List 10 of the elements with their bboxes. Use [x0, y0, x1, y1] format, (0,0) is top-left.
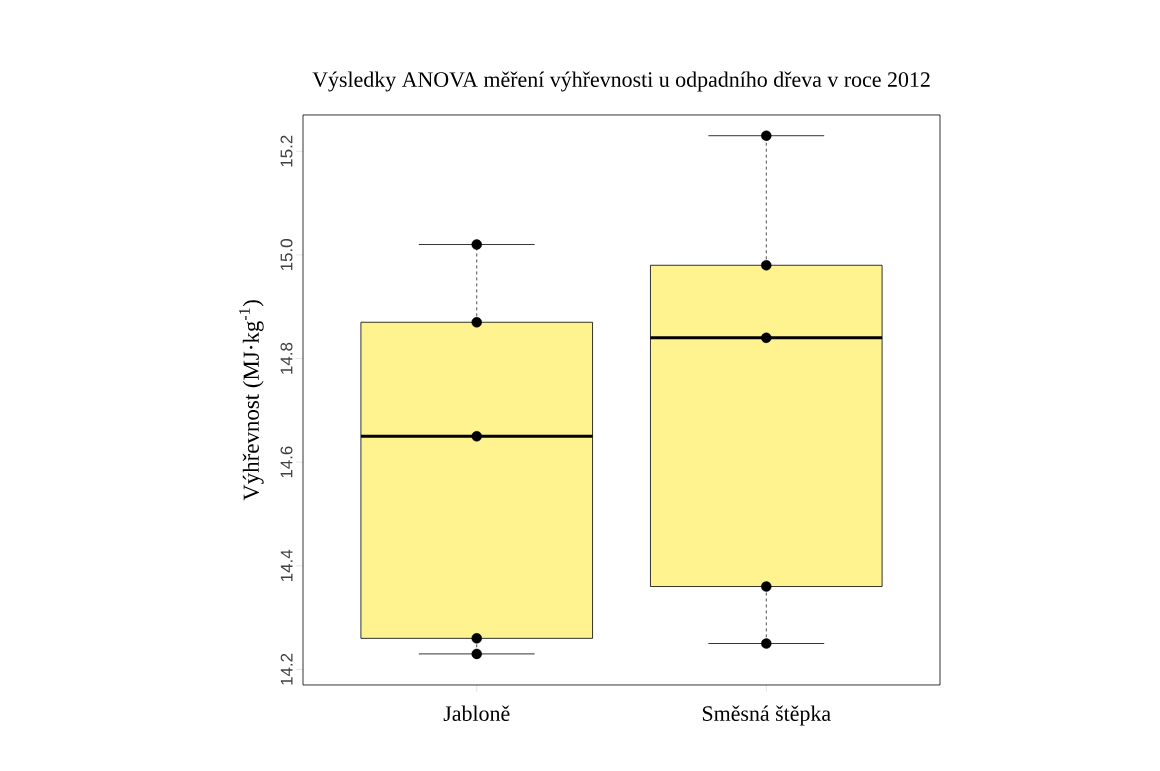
x-tick-label: Směsná štěpka	[702, 705, 831, 726]
chart-title: Výsledky ANOVA měření výhřevnosti u odpadního dřeva v roce 2012	[312, 71, 930, 92]
y-axis-title: Výhřevnost (MJ·kg$^{-1}$)	[239, 300, 264, 501]
y-tick-label: 15.0	[280, 239, 293, 271]
y-tick-label: 14.2	[280, 653, 293, 685]
y-tick-label: 14.4	[280, 549, 293, 581]
y-tick-label: 14.6	[280, 446, 293, 478]
x-tick-label: Jabloně	[443, 705, 510, 721]
y-tick-label: 15.2	[280, 135, 293, 167]
y-tick-label: 14.8	[280, 342, 293, 374]
